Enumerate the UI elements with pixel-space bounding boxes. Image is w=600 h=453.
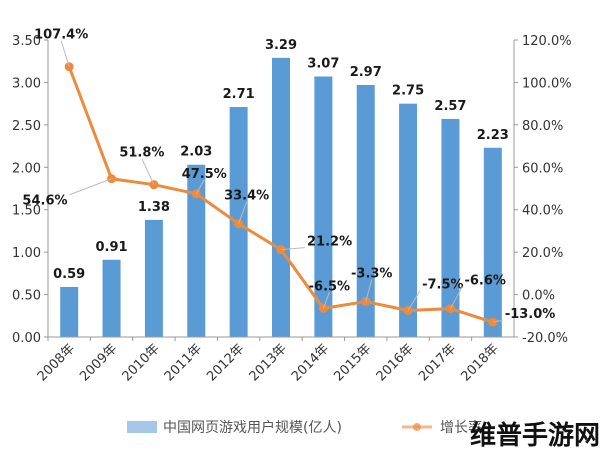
growth-leader-line [407, 290, 421, 311]
growth-leader-line [365, 279, 373, 302]
right-tick-label: 20.0% [522, 246, 563, 261]
legend-line-marker [413, 423, 421, 431]
right-tick-label: 40.0% [522, 204, 563, 219]
growth-label: -3.3% [351, 267, 392, 282]
growth-labels: 107.4% 54.6% 51.8% 47.5% 33.4% 21.2% -6.5%-3.3… [22, 28, 556, 323]
growth-leader-line [195, 179, 205, 195]
growth-leader-line [322, 292, 330, 309]
x-tick-label: 2010年 [120, 341, 163, 384]
bar-label: 2.71 [223, 87, 255, 102]
bar-label: 0.91 [96, 240, 128, 255]
x-tick-label: 2015年 [331, 341, 374, 384]
bar-label: 2.75 [392, 84, 424, 99]
right-tick-label: 60.0% [522, 161, 563, 176]
bar-label: 0.59 [53, 267, 85, 282]
right-axis: -20.0% 0.0% 20.0% 40.0% 60.0% 80.0% 100.0% 120.… [513, 34, 572, 346]
right-tick-label: -20.0% [522, 331, 568, 346]
growth-leader-line [492, 319, 503, 323]
growth-label: 54.6% [22, 194, 67, 209]
bar [441, 118, 460, 337]
left-tick-label: 3.50 [12, 34, 41, 49]
right-tick-label: 80.0% [522, 119, 563, 134]
growth-label: -7.5% [422, 277, 463, 292]
growth-label: -6.6% [464, 274, 505, 289]
bar [144, 219, 163, 337]
x-tick-label: 2008年 [35, 341, 78, 384]
growth-label: 21.2% [307, 235, 352, 250]
bar [60, 286, 79, 337]
bar [356, 84, 375, 337]
growth-label: 107.4% [34, 28, 88, 43]
bar [272, 57, 290, 337]
bar [102, 259, 121, 337]
x-tick-label: 2017年 [416, 341, 459, 384]
left-tick-label: 0.00 [12, 331, 41, 346]
x-tick-label: 2009年 [77, 341, 120, 384]
growth-label: -6.5% [309, 279, 350, 294]
left-tick-label: 2.50 [12, 119, 41, 134]
right-tick-label: 100.0% [522, 76, 572, 91]
left-axis: 0.00 0.50 1.00 1.50 2.00 2.50 3.00 3.50 [12, 34, 49, 346]
x-tick-label: 2018年 [458, 341, 501, 384]
left-tick-label: 1.00 [12, 246, 41, 261]
bar [314, 76, 333, 337]
legend-line-label: 增长率 [440, 419, 482, 436]
bar-label: 2.23 [477, 128, 509, 143]
legend-bar-swatch [127, 421, 157, 433]
x-tick-label: 2016年 [374, 341, 417, 384]
growth-label: 47.5% [182, 167, 227, 182]
x-tick-label: 2013年 [247, 341, 290, 384]
bar [399, 103, 418, 338]
growth-leader-line [69, 178, 112, 196]
right-tick-label: 0.0% [522, 289, 555, 304]
x-axis: 2008年 2009年 2010年 2011年 2012年 2013年 2014年 2015年… [35, 336, 514, 384]
x-tick-label: 2012年 [204, 341, 247, 384]
growth-leader-line [60, 40, 70, 67]
growth-label: -13.0% [505, 307, 556, 322]
growth-leader-line [450, 286, 463, 309]
x-tick-label: 2011年 [162, 341, 205, 384]
left-tick-label: 0.50 [12, 289, 41, 304]
bar-labels: 0.59 0.91 1.38 2.03 2.71 3.29 3.07 2.97 2.75 2.57… [53, 38, 509, 282]
bar-label: 3.07 [307, 56, 339, 71]
legend-bar-label: 中国网页游戏用户规模(亿人) [163, 419, 342, 436]
watermark: 维普手游网 [470, 420, 600, 451]
growth-leader-line [141, 158, 155, 185]
left-tick-label: 2.00 [12, 161, 41, 176]
growth-leader-line [238, 201, 248, 224]
bar-label: 3.29 [265, 38, 297, 53]
bars [60, 57, 502, 338]
x-tick-label: 2014年 [289, 341, 332, 384]
right-tick-label: 120.0% [522, 34, 572, 49]
growth-label: 51.8% [119, 146, 164, 161]
bar-label: 2.03 [180, 145, 212, 160]
legend: 中国网页游戏用户规模(亿人) 增长率 [127, 419, 482, 436]
bar-label: 1.38 [138, 200, 170, 215]
bar-label: 2.57 [434, 99, 466, 114]
left-tick-label: 3.00 [12, 76, 41, 91]
growth-label: 33.4% [224, 189, 269, 204]
bar [483, 147, 502, 337]
growth-leader-line [280, 247, 306, 251]
bar-label: 2.97 [350, 65, 382, 80]
bar [187, 164, 206, 337]
left-tick-label: 1.50 [12, 204, 41, 219]
